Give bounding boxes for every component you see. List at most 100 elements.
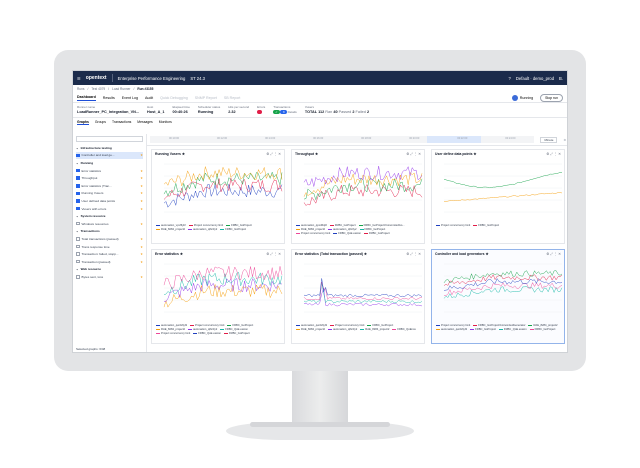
graph-actions-icon[interactable]: ⚙ ⤢ ⋮ ✕: [266, 152, 281, 156]
legend-entry[interactable]: Project concurrency limit: [190, 324, 224, 327]
graph-actions-icon[interactable]: ⚙ ⤢ ⋮ ✕: [266, 252, 281, 256]
legend-entry[interactable]: automation_qt6c3y2: [328, 328, 357, 331]
graph-actions-icon[interactable]: ⚙ ⤢ ⋮ ✕: [406, 152, 421, 156]
star-icon[interactable]: ★: [140, 221, 143, 226]
tab-dashboard[interactable]: Dashboard: [77, 94, 96, 101]
sidebar-graph-item[interactable]: Trans response time ★: [76, 243, 143, 251]
graph-checkbox[interactable]: [76, 275, 80, 279]
legend-entry[interactable]: automation_qwdx6yf2: [296, 324, 327, 327]
legend-entry[interactable]: FRBC_GoProject: [226, 224, 252, 227]
sidebar-graph-item[interactable]: Vusers with errors ★: [76, 205, 143, 213]
legend-entry[interactable]: Project concurrency limit: [188, 224, 223, 227]
legend-entry[interactable]: FRBC_QoE.ession: [333, 232, 361, 235]
graph-actions-icon[interactable]: ⚙ ⤢ ⋮ ✕: [546, 152, 561, 156]
legend-entry[interactable]: FRBC_GoProject: [529, 328, 555, 331]
legend-entry[interactable]: automation_vpxf6yf2: [156, 224, 186, 227]
stop-run-button[interactable]: Stop run: [540, 93, 563, 102]
legend-entry[interactable]: RAE_8284_project2: [360, 328, 389, 331]
breadcrumb-item[interactable]: Runs: [77, 87, 85, 91]
legend-entry[interactable]: RAE_8284_project2: [296, 228, 325, 231]
chevron-down-icon[interactable]: ⌄: [76, 267, 79, 272]
chevron-down-icon[interactable]: ⌄: [76, 160, 79, 165]
transactions-details-link[interactable]: Details: [287, 110, 297, 114]
legend-entry[interactable]: automation_qt6c3y2: [188, 328, 217, 331]
tab-quick-debugging[interactable]: Quick Debugging: [160, 95, 188, 100]
star-icon[interactable]: ★: [140, 191, 143, 196]
time-window-select[interactable]: Minute: [540, 136, 558, 143]
tab-sb-report[interactable]: SB Report: [223, 95, 241, 100]
legend-entry[interactable]: FRBC_GoProject: [329, 224, 356, 227]
legend-entry[interactable]: FRBC_GoProject: [473, 224, 499, 227]
sidebar-graph-item[interactable]: Throughput ★: [76, 174, 143, 182]
legend-entry[interactable]: FRBC_GoProject/CoinomitedGo...: [358, 224, 405, 227]
star-icon[interactable]: ★: [140, 252, 143, 257]
sidebar-graph-item[interactable]: Bytes sent, loss ★: [76, 273, 143, 281]
tab-snmp-report[interactable]: SNMP Report: [194, 95, 217, 100]
star-icon[interactable]: ★: [140, 206, 143, 211]
legend-entry[interactable]: FRBC_QoE.ession: [193, 332, 221, 335]
subtab-transactions[interactable]: Transactions: [112, 120, 132, 124]
sidebar-group-header[interactable]: ⌄ Transactions: [76, 228, 143, 236]
chevron-down-icon[interactable]: ⌄: [76, 214, 79, 219]
graph-checkbox[interactable]: [76, 221, 80, 226]
legend-entry[interactable]: FRBC_GoProject: [359, 228, 385, 231]
timeline-window[interactable]: [426, 136, 481, 143]
legend-entry[interactable]: FRBC_GoProject: [220, 228, 246, 231]
subtab-monitors[interactable]: Monitors: [158, 120, 172, 124]
graph-checkbox[interactable]: [76, 244, 80, 249]
legend-entry[interactable]: Project concurrency limit: [330, 324, 364, 327]
tab-audit[interactable]: Audit: [144, 95, 154, 100]
legend-entry[interactable]: automation_qwdx6yf2: [156, 324, 187, 327]
sidebar-graph-item[interactable]: Error statistics ★: [76, 167, 143, 175]
graph-checkbox[interactable]: [76, 191, 80, 196]
legend-entry[interactable]: FRBC_GoProject: [224, 332, 250, 335]
legend-entry[interactable]: automation_qwdx6yf2: [436, 328, 467, 331]
legend-entry[interactable]: Project concurrency limit: [156, 332, 190, 335]
legend-entry[interactable]: Project concurrency limit: [296, 232, 330, 235]
graph-actions-icon[interactable]: ⚙ ⤢ ⋮ ✕: [406, 252, 421, 256]
graph-actions-icon[interactable]: ⚙ ⤢ ⋮ ✕: [546, 252, 561, 256]
breadcrumb-item[interactable]: Test 4079: [91, 87, 106, 91]
sidebar-graph-item[interactable]: Controller and load ge... ★: [76, 151, 143, 160]
sidebar-graph-item[interactable]: Windows resources ★: [76, 220, 143, 228]
breadcrumb-item[interactable]: Load Runner: [112, 87, 131, 91]
legend-entry[interactable]: Project concurrency limit: [436, 224, 470, 227]
legend-entry[interactable]: FRBC_QoE.ession: [220, 328, 248, 331]
graph-checkbox[interactable]: [76, 176, 80, 180]
graph-checkbox[interactable]: [76, 184, 80, 188]
errors-badge[interactable]: [257, 110, 263, 114]
legend-entry[interactable]: FRBC_GoProject: [227, 324, 253, 327]
legend-entry[interactable]: Project concurrency limit: [436, 324, 470, 327]
sidebar-group-header[interactable]: ⌄ Web resource: [76, 266, 143, 274]
menu-icon[interactable]: ☰: [77, 75, 81, 81]
tenant-selector[interactable]: Default · demo_prod: [515, 75, 555, 81]
legend-entry[interactable]: RAE_8284_project2: [296, 328, 325, 331]
graph-search-input[interactable]: [76, 136, 143, 142]
subtab-groups[interactable]: Groups: [94, 120, 106, 124]
graph-checkbox[interactable]: [76, 168, 80, 173]
sidebar-graph-item[interactable]: Transaction: failed, stopp... ★: [76, 250, 143, 258]
sidebar-group-header[interactable]: ⌄ System resource: [76, 212, 143, 220]
legend-entry[interactable]: RAE_8284_project2: [156, 228, 185, 231]
subtab-messages[interactable]: Messages: [137, 120, 153, 124]
graph-card[interactable]: Controller and load generators ★ ⚙ ⤢ ⋮ ✕ P…: [431, 249, 565, 344]
sidebar-graph-item[interactable]: Running Vusers ★: [76, 190, 143, 198]
graph-checkbox[interactable]: [76, 206, 80, 211]
legend-entry[interactable]: FRBC_QoEnce: [392, 328, 416, 331]
star-icon[interactable]: ★: [140, 259, 143, 264]
legend-entry[interactable]: FRBC_GoProject/CoinomitedGenerator: [473, 324, 525, 327]
star-icon[interactable]: ★: [140, 244, 143, 249]
graph-card[interactable]: User define data points ★ ⚙ ⤢ ⋮ ✕ Project …: [431, 149, 565, 244]
legend-entry[interactable]: FRBC_GoProject: [364, 232, 390, 235]
user-avatar[interactable]: B.: [559, 75, 563, 81]
star-icon[interactable]: ★: [140, 176, 143, 181]
sidebar-graph-item[interactable]: User defined data points ★: [76, 197, 143, 205]
graph-checkbox[interactable]: [76, 259, 80, 264]
sidebar-group-header[interactable]: ⌄ Infrastructure testing: [76, 144, 143, 152]
legend-entry[interactable]: RAE_8284_project2: [528, 324, 558, 327]
graph-card[interactable]: Throughput ★ ⚙ ⤢ ⋮ ✕ automation_qpxd6qf2 FR…: [291, 149, 425, 244]
tab-event-log[interactable]: Event Log: [121, 95, 138, 100]
graph-checkbox[interactable]: [76, 153, 80, 158]
graph-checkbox[interactable]: [76, 237, 80, 241]
star-icon[interactable]: ★: [140, 183, 143, 188]
